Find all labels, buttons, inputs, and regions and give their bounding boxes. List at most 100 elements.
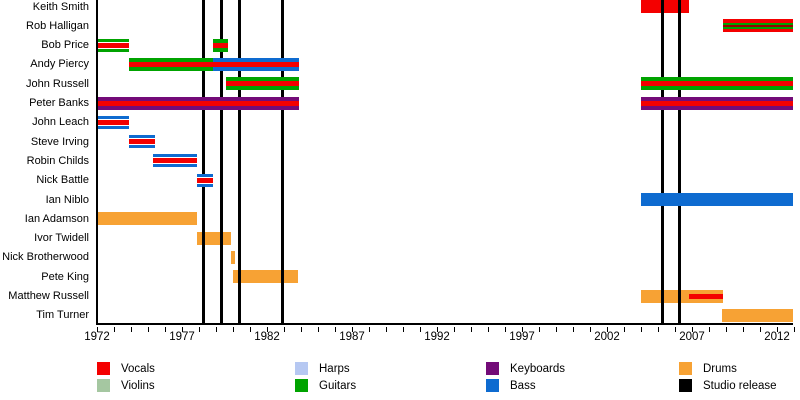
axis-tick [352,327,353,332]
legend-label: Bass [510,380,536,392]
member-label: Peter Banks [29,97,89,109]
secondary-instrument-stripe [97,100,300,106]
legend-label: Harps [319,363,350,375]
timeline-bar [129,57,213,71]
member-label: Rob Halligan [26,19,89,32]
legend-swatch-harps [295,362,308,375]
axis-tick [403,327,404,332]
legend-swatch-bass [486,379,499,392]
axis-tick [709,327,710,332]
member-label: Nick Battle [36,174,89,187]
axis-tick [420,327,421,332]
axis-year-label: 1997 [509,331,535,343]
member-label: Robin Childs [26,154,89,167]
legend-label: Drums [703,363,737,375]
axis-tick [369,327,370,332]
member-label: Tim Turner [36,309,89,322]
axis-year-label: 1992 [424,331,450,343]
legend-label: Violins [121,380,155,392]
axis-year-label: 1982 [254,331,280,343]
timeline-bar [97,212,198,226]
axis-tick [726,327,727,332]
axis-tick [165,327,166,332]
timeline-bar [722,19,794,33]
member-label: Ian Niblo [45,193,89,206]
studio-release-line [201,0,205,325]
timeline-bar [233,270,298,284]
axis-year-label: 2007 [679,331,705,343]
timeline-bar [97,96,300,110]
secondary-instrument-stripe [688,293,723,299]
studio-release-line [220,0,224,325]
stripe-center-line [722,24,794,27]
axis-tick [539,327,540,332]
axis-tick [216,327,217,332]
axis-tick [573,327,574,332]
axis-tick [182,327,183,332]
legend-swatch-violins [97,379,110,392]
axis-year-label: 1972 [84,331,110,343]
member-label: Andy Piercy [30,58,89,71]
secondary-instrument-stripe [97,119,130,125]
secondary-instrument-stripe [213,42,228,48]
axis-tick [386,327,387,332]
member-label: Ivor Twidell [34,232,89,245]
axis-tick [148,327,149,332]
timeline-bar [226,77,300,91]
axis-tick [199,327,200,332]
axis-tick [641,327,642,332]
axis-tick [97,327,98,332]
axis-tick [743,327,744,332]
timeline-bar [197,173,213,187]
secondary-instrument-stripe [129,139,155,145]
axis-year-label: 1977 [169,331,195,343]
secondary-instrument-stripe [226,81,300,87]
member-label: Pete King [41,270,89,283]
legend-swatch-guitars [295,379,308,392]
timeline-bar [97,38,130,52]
legend-swatch-drums [679,362,692,375]
axis-tick [556,327,557,332]
axis-tick [505,327,506,332]
timeline-bar [641,289,723,303]
axis-tick [658,327,659,332]
secondary-instrument-stripe [197,177,213,183]
axis-tick [471,327,472,332]
legend-swatch-keyboards [486,362,499,375]
member-label: John Russell [26,77,89,90]
timeline-bar [721,308,794,322]
timeline-bar [213,38,228,52]
timeline-bar [641,96,794,110]
axis-tick [114,327,115,332]
axis-tick [233,327,234,332]
axis-tick [777,327,778,332]
secondary-instrument-stripe [129,61,213,67]
timeline-bar [97,115,130,129]
axis-tick [318,327,319,332]
timeline-bar [231,250,235,264]
member-label: John Leach [32,116,89,129]
axis-year-label: 2012 [764,331,790,343]
axis-tick [267,327,268,332]
axis-tick [692,327,693,332]
axis-tick [131,327,132,332]
axis-tick [284,327,285,332]
member-label: Ian Adamson [24,212,89,225]
legend-label: Keyboards [510,363,565,375]
axis-tick [522,327,523,332]
axis-tick [454,327,455,332]
secondary-instrument-stripe [722,22,794,29]
legend-label: Guitars [319,380,357,392]
member-label: Keith Smith [32,0,89,13]
axis-tick [437,327,438,332]
axis-tick [760,327,761,332]
member-label: Matthew Russell [8,290,89,302]
axis-tick [335,327,336,332]
studio-release-line [238,0,242,325]
axis-tick [301,327,302,332]
axis-tick [607,327,608,332]
studio-release-line [280,0,284,325]
timeline-bar [641,193,794,206]
timeline-bar [641,0,689,13]
